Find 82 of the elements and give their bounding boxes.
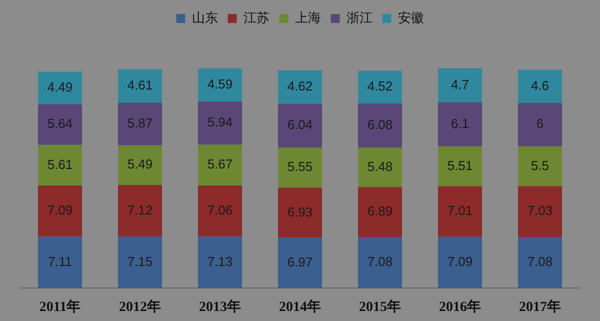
bar bbox=[278, 238, 322, 288]
data-label: 4.49 bbox=[47, 79, 73, 94]
data-label: 7.08 bbox=[367, 254, 393, 270]
bar bbox=[118, 145, 162, 185]
data-label: 4.61 bbox=[127, 78, 153, 93]
data-label: 6 bbox=[536, 116, 544, 132]
data-label: 7.11 bbox=[48, 254, 72, 270]
bar bbox=[278, 70, 322, 104]
data-label: 7.09 bbox=[447, 254, 473, 270]
x-tick-label: 2017年 bbox=[519, 299, 561, 316]
data-label: 5.55 bbox=[287, 159, 313, 174]
legend-label: 浙江 bbox=[346, 10, 372, 26]
bar bbox=[118, 184, 162, 236]
bar bbox=[38, 185, 82, 237]
legend-label: 江苏 bbox=[243, 10, 270, 26]
bar bbox=[358, 104, 402, 148]
data-label: 6.1 bbox=[450, 116, 470, 131]
bar bbox=[278, 188, 322, 238]
bar bbox=[198, 68, 242, 102]
bar bbox=[518, 102, 562, 146]
data-label: 4.52 bbox=[367, 78, 393, 94]
bar bbox=[358, 236, 402, 288]
bar bbox=[38, 236, 82, 288]
bar bbox=[438, 186, 482, 237]
data-label: 4.6 bbox=[530, 78, 550, 93]
data-label: 5.61 bbox=[47, 156, 73, 172]
data-label: 7.13 bbox=[207, 254, 233, 269]
data-label: 6.04 bbox=[287, 117, 313, 132]
bar bbox=[518, 70, 562, 103]
data-label: 5.67 bbox=[207, 156, 233, 172]
data-label: 6.08 bbox=[367, 117, 393, 132]
bar bbox=[518, 146, 562, 186]
bar bbox=[438, 146, 482, 186]
data-label: 4.59 bbox=[207, 76, 233, 92]
data-label: 5.5 bbox=[530, 158, 550, 173]
data-label: 5.51 bbox=[447, 158, 473, 173]
data-label: 7.01 bbox=[447, 203, 473, 218]
bar bbox=[118, 236, 162, 288]
x-tick-label: 2012年 bbox=[119, 299, 161, 316]
data-label: 6.97 bbox=[287, 254, 313, 270]
bar bbox=[358, 187, 402, 237]
data-label: 7.09 bbox=[47, 202, 73, 218]
bar bbox=[438, 68, 482, 102]
data-label: 5.48 bbox=[367, 158, 393, 174]
data-label: 5.49 bbox=[127, 156, 153, 172]
bar bbox=[358, 147, 402, 188]
bar bbox=[118, 102, 162, 146]
bar bbox=[38, 72, 82, 104]
x-tick-label: 2015年 bbox=[359, 299, 401, 316]
data-label: 4.7 bbox=[450, 76, 470, 92]
x-tick-label: 2016年 bbox=[439, 299, 481, 316]
bar bbox=[518, 236, 562, 288]
legend-label: 安徽 bbox=[398, 10, 424, 26]
bar bbox=[38, 144, 82, 186]
x-tick-label: 2011年 bbox=[39, 299, 81, 316]
legend-label: 山东 bbox=[192, 10, 218, 26]
data-label: 5.94 bbox=[207, 114, 233, 130]
bar bbox=[278, 147, 322, 188]
bar bbox=[438, 236, 482, 288]
data-label: 6.93 bbox=[287, 204, 313, 220]
legend-label: 上海 bbox=[294, 10, 321, 26]
bar bbox=[438, 102, 482, 146]
bar bbox=[198, 102, 242, 145]
bar bbox=[198, 144, 242, 186]
bar bbox=[198, 236, 242, 288]
data-label: 7.06 bbox=[207, 202, 233, 218]
bar bbox=[198, 186, 242, 237]
bar bbox=[118, 69, 162, 103]
bar bbox=[278, 104, 322, 148]
data-label: 6.89 bbox=[367, 204, 393, 219]
data-label: 4.62 bbox=[287, 78, 313, 94]
data-label: 7.15 bbox=[127, 254, 153, 269]
data-label: 7.03 bbox=[527, 203, 553, 218]
data-label: 7.12 bbox=[127, 202, 153, 218]
data-label: 5.87 bbox=[127, 116, 153, 131]
data-label: 5.64 bbox=[47, 116, 73, 132]
data-label: 7.08 bbox=[527, 254, 553, 270]
bar bbox=[38, 104, 82, 145]
x-tick-label: 2014年 bbox=[279, 299, 321, 316]
bar bbox=[358, 70, 402, 104]
bar bbox=[518, 186, 562, 237]
x-tick-label: 2013年 bbox=[199, 299, 241, 316]
